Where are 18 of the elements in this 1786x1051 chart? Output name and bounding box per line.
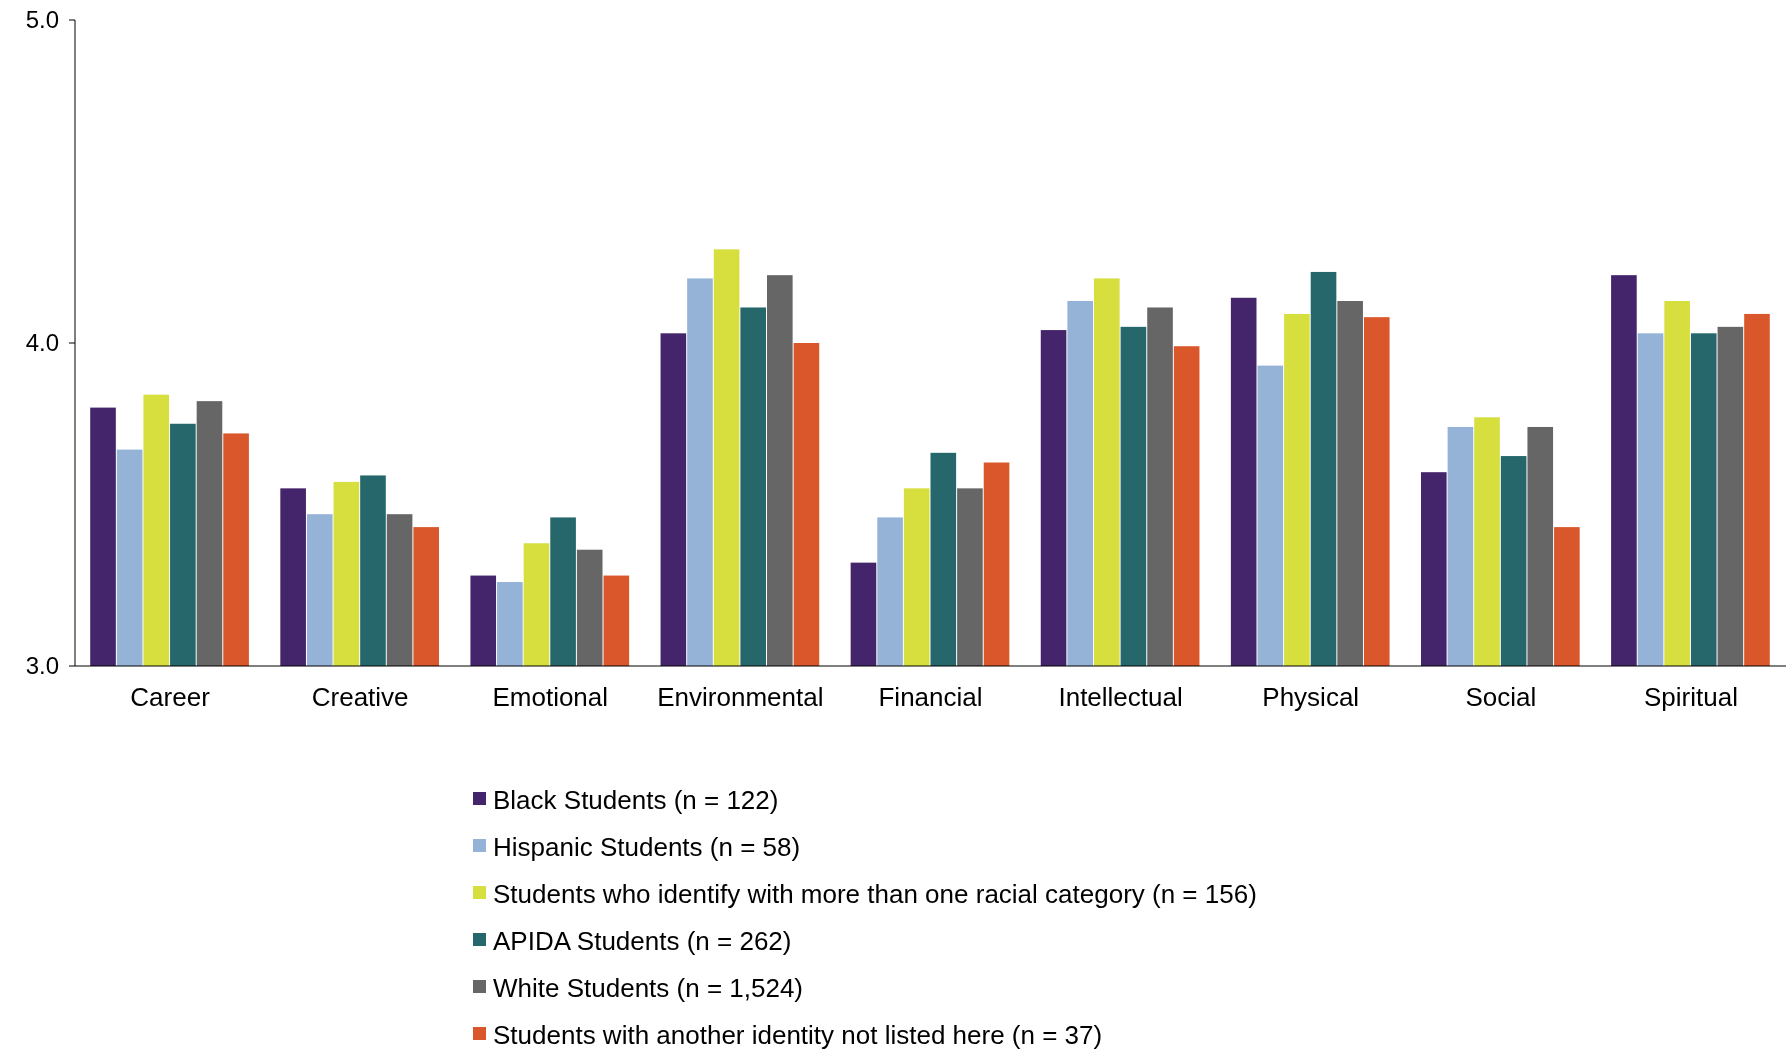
legend-label: White Students (n = 1,524) — [493, 973, 804, 1004]
x-tick-label: Career — [130, 682, 211, 712]
x-tick-label: Intellectual — [1058, 682, 1183, 712]
y-tick-label: 5.0 — [25, 6, 59, 34]
y-tick-label: 3.0 — [25, 652, 59, 680]
legend-label: Students with another identity not listed here (n = 37) — [493, 1020, 1103, 1051]
x-tick-label: Physical — [1262, 682, 1360, 712]
legend-label: Hispanic Students (n = 58) — [493, 832, 801, 863]
x-tick-label: Environmental — [657, 682, 824, 712]
x-tick-label: Spiritual — [1643, 682, 1738, 712]
x-tick-label: Financial — [878, 682, 983, 712]
legend-label: Black Students (n = 122) — [493, 785, 779, 816]
x-tick-label: Emotional — [492, 682, 609, 712]
y-tick-label: 4.0 — [25, 329, 59, 357]
x-tick-label: Creative — [311, 682, 409, 712]
legend-label: APIDA Students (n = 262) — [493, 926, 792, 957]
legend-label: Students who identify with more than one racial category (n = 156) — [493, 879, 1257, 910]
x-tick-label: Social — [1465, 682, 1537, 712]
